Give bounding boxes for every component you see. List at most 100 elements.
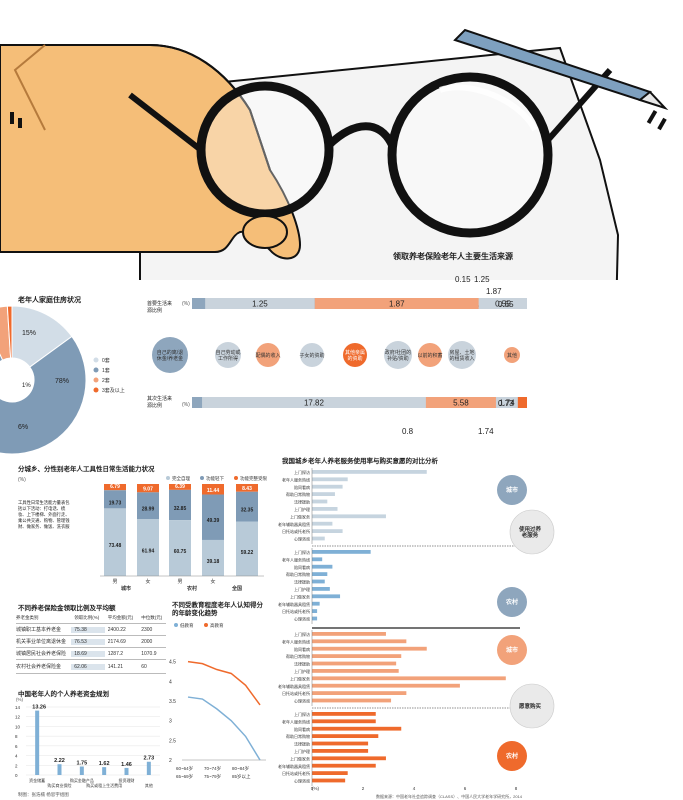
legend-label: 高教育 [210, 622, 224, 629]
sources-chart: (%)(%)56.5412.8618.274.741.251.870.550.1… [152, 275, 527, 436]
service-bar [312, 529, 343, 533]
second-label-small: 1.74 [478, 427, 494, 436]
legend-swatch [93, 367, 99, 373]
x-tick: 75~79岁 [204, 773, 221, 780]
service-label: 日托站或托老所 [282, 608, 310, 614]
bar [124, 767, 129, 775]
pie-label: 78% [55, 378, 69, 385]
table-cell: 1287.2 [107, 650, 124, 657]
side-tag-circle [497, 741, 527, 771]
first-label-small: 1.25 [474, 275, 490, 284]
funds-chart: (%) 14 12 10 8 6 4 2 0 13.26 2.22 1.75 1.62 1.46 2.73 资… [15, 697, 160, 788]
category-circle [215, 342, 241, 368]
bar-label: 32.85 [174, 506, 187, 512]
x-tick: 资金储蓄 [29, 777, 45, 783]
service-bar [312, 514, 386, 519]
service-bar [312, 616, 318, 621]
service-label: 上门探访 [294, 631, 310, 637]
table-header: 养老金类别 领取比例(%) 平均金额(元) 中位数(元) [16, 612, 166, 624]
side-tag-label: 城市 [506, 646, 518, 654]
y-tick: 14 [15, 705, 21, 710]
x-tick: 70~74岁 [204, 765, 221, 772]
side-tag-label: 城市 [506, 486, 518, 494]
source-note: 数据来源：中国老年社会追踪调查（CLASS）、中国人民大学老年学研究所，2014 [376, 793, 523, 799]
bar-seg [202, 494, 224, 540]
side-tag-circle [509, 683, 555, 729]
service-bar [312, 771, 348, 775]
bar [35, 710, 40, 775]
second-small-label: 5.58 [453, 399, 469, 408]
y-tick: 0 [15, 773, 18, 778]
y-tick: 2.5 [169, 738, 176, 744]
table-cell: 60 [141, 663, 147, 670]
bar-label: 6.39 [175, 484, 185, 490]
service-bar [312, 470, 427, 474]
service-bar [312, 639, 407, 644]
legend-swatch [93, 377, 99, 383]
credit: 制图：张浩楠 杨思宇组图 [18, 792, 69, 797]
service-label: 心理咨询 [294, 536, 310, 542]
group-label: 农村 [186, 585, 197, 592]
service-bar [312, 594, 341, 599]
bar [102, 767, 107, 775]
service-bar [312, 654, 402, 658]
service-bar [312, 683, 460, 688]
service-label: 老年人服务热线 [282, 718, 310, 724]
service-bar [312, 557, 323, 562]
y-tick: 8 [15, 734, 18, 739]
second-small-seg [192, 397, 203, 408]
side-tag-circle [497, 475, 527, 505]
bar-seg [137, 519, 159, 576]
x-tick: 85岁以上 [232, 773, 251, 780]
table-cell: 机关事业单位离退休金 [16, 639, 67, 645]
service-label: 心理咨询 [294, 778, 310, 784]
bar-seg [236, 491, 258, 522]
first-small-seg [205, 298, 315, 309]
service-bar [312, 521, 333, 526]
service-label: 老年辅助器具租赁 [278, 601, 310, 607]
y-tick: 4 [15, 754, 18, 759]
legend-swatch [200, 476, 204, 480]
side-tag-circle [497, 587, 527, 617]
service-bar [312, 601, 320, 606]
bar-label: 39.18 [207, 559, 220, 565]
table-row: 城镇职工基本养老金 75.38 2400.22 2300 [16, 624, 166, 636]
legend-label: 0套 [102, 357, 110, 364]
bar-label: 59.22 [241, 550, 254, 556]
service-bar [312, 609, 318, 613]
bar-seg [104, 508, 126, 576]
pie-label: 1% [22, 383, 31, 389]
service-label: 日托站或托老所 [282, 528, 310, 534]
first-label-small: 1.87 [486, 287, 502, 296]
category-circle [300, 343, 324, 367]
service-label: 上门探访 [294, 711, 310, 717]
selfcare-unit: (%) [18, 477, 26, 483]
table-cell: 141.21 [107, 663, 124, 670]
bar-seg [169, 520, 191, 576]
funds-title: 中国老年人的个人养老资金规划 [18, 691, 109, 698]
sources-unit-top: (%) [182, 301, 190, 307]
table-row: 农村社会养老保险金 62.06 141.21 60 [16, 660, 166, 674]
category-circle [256, 343, 280, 367]
legend-swatch [204, 623, 208, 627]
service-label: 陪同看病 [294, 564, 310, 570]
service-label: 上门做家务 [290, 513, 310, 519]
sources-second-label: 其次生活来源比例 [147, 396, 173, 409]
second-small-seg [517, 397, 527, 408]
service-bar [312, 484, 343, 489]
category-label: 政府/社团的补贴/资助 [385, 349, 411, 362]
service-label: 法律援助 [294, 499, 310, 505]
side-tag-label: 愿意购买 [519, 702, 542, 710]
table-cell: 1070.9 [141, 650, 157, 657]
service-label: 法律援助 [294, 741, 310, 747]
bar-category: 女 [145, 578, 150, 585]
first-small-label: 1.25 [252, 300, 268, 309]
bar-category: 男 [177, 579, 182, 585]
service-bar [312, 778, 346, 783]
service-bar [312, 661, 397, 666]
category-label: 配偶的收入 [255, 352, 280, 359]
bar-seg [104, 484, 126, 491]
x-tick: 4 [413, 786, 416, 791]
service-label: 上门做家务 [290, 675, 310, 681]
